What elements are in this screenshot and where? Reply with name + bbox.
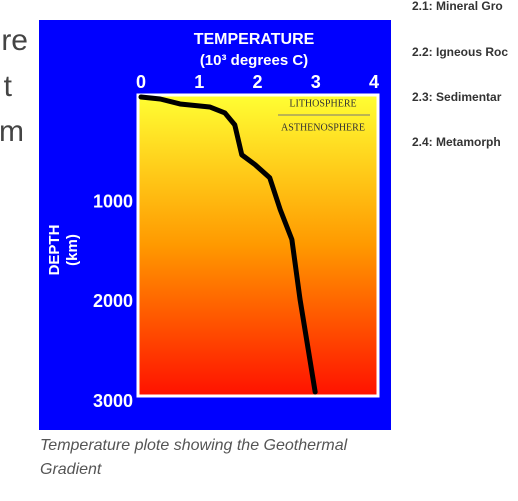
annotation: LITHOSPHERE	[289, 98, 356, 109]
body-text: t	[4, 70, 13, 103]
y-tick-label: 3000	[93, 391, 133, 411]
sidebar-link[interactable]: 2.1: Mineral Gro	[412, 0, 503, 13]
plot-area	[136, 93, 380, 398]
y-tick-label: 1000	[93, 191, 133, 211]
x-axis-label: (10³ degrees C)	[200, 52, 308, 69]
y-axis-label: DEPTH	[46, 225, 63, 276]
x-tick-label: 1	[194, 72, 204, 92]
x-tick-label: 3	[311, 72, 321, 92]
screen: re t m 2.1: Mineral Gro 2.2: Igneous Roc…	[0, 0, 508, 430]
x-tick-label: 0	[136, 72, 146, 92]
y-tick-label: 2000	[93, 291, 133, 311]
y-axis-unit: (km)	[64, 234, 81, 266]
chart-title: TEMPERATURE	[194, 31, 315, 48]
body-text: re	[1, 24, 28, 57]
x-tick-label: 4	[369, 72, 379, 92]
caption: Temperature plote showing the Geothermal…	[40, 437, 348, 478]
sidebar-link[interactable]: 2.2: Igneous Roc	[412, 45, 508, 59]
body-text: m	[0, 115, 24, 148]
sidebar-link[interactable]: 2.3: Sedimentar	[412, 90, 502, 104]
x-tick-label: 2	[252, 72, 262, 92]
geotherm-line	[138, 94, 318, 395]
sidebar-link[interactable]: 2.4: Metamorph	[412, 135, 501, 149]
annotation: ASTHENOSPHERE	[281, 122, 365, 133]
